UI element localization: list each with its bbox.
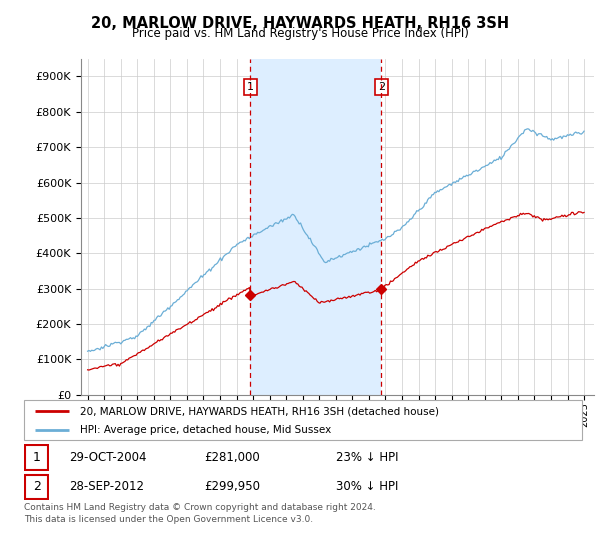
- Text: 1: 1: [32, 451, 41, 464]
- Text: 29-OCT-2004: 29-OCT-2004: [69, 451, 146, 464]
- Text: 1: 1: [247, 82, 254, 92]
- Bar: [250, 59, 382, 395]
- Text: 2: 2: [378, 82, 385, 92]
- Text: 20, MARLOW DRIVE, HAYWARDS HEATH, RH16 3SH (detached house): 20, MARLOW DRIVE, HAYWARDS HEATH, RH16 3…: [80, 407, 439, 417]
- Text: 30% ↓ HPI: 30% ↓ HPI: [336, 480, 398, 493]
- Text: £299,950: £299,950: [204, 480, 260, 493]
- Text: Price paid vs. HM Land Registry's House Price Index (HPI): Price paid vs. HM Land Registry's House …: [131, 27, 469, 40]
- Text: 20, MARLOW DRIVE, HAYWARDS HEATH, RH16 3SH: 20, MARLOW DRIVE, HAYWARDS HEATH, RH16 3…: [91, 16, 509, 31]
- FancyBboxPatch shape: [25, 445, 48, 470]
- Text: 2: 2: [32, 480, 41, 493]
- FancyBboxPatch shape: [25, 474, 48, 499]
- Text: Contains HM Land Registry data © Crown copyright and database right 2024.
This d: Contains HM Land Registry data © Crown c…: [24, 503, 376, 524]
- Text: £281,000: £281,000: [204, 451, 260, 464]
- FancyBboxPatch shape: [24, 400, 582, 440]
- Text: 23% ↓ HPI: 23% ↓ HPI: [336, 451, 398, 464]
- Text: 28-SEP-2012: 28-SEP-2012: [69, 480, 144, 493]
- Text: HPI: Average price, detached house, Mid Sussex: HPI: Average price, detached house, Mid …: [80, 425, 331, 435]
